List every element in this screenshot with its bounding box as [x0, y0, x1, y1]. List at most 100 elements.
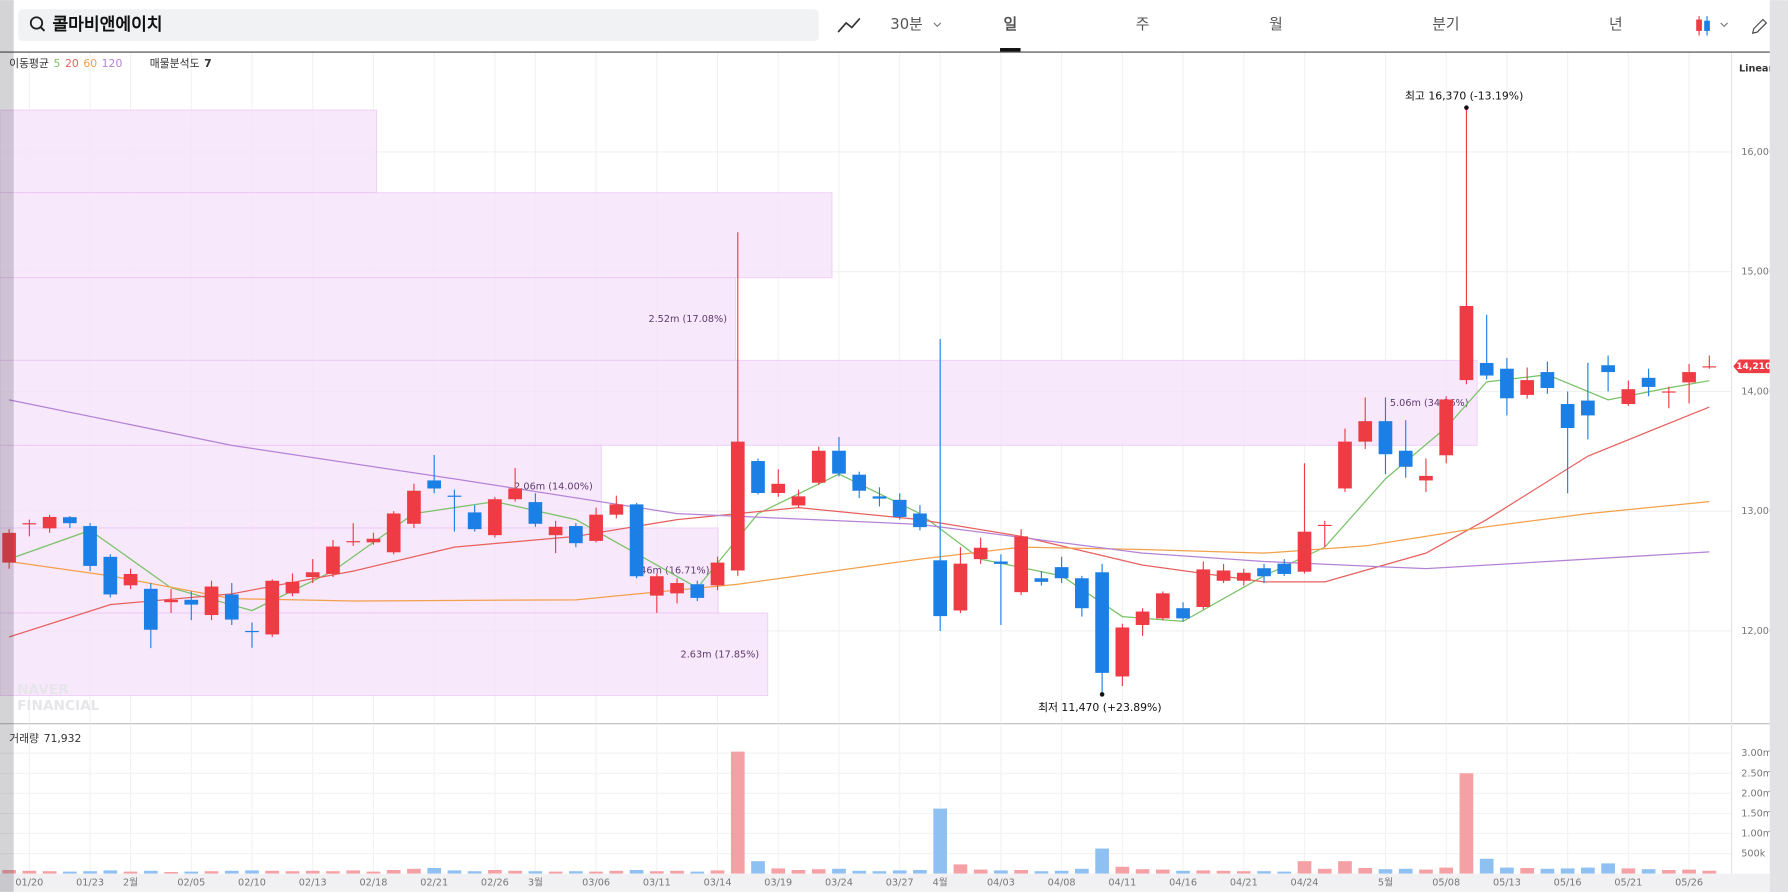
- candle-body: [791, 496, 806, 506]
- volume-bar: [123, 871, 138, 874]
- volume-bar: [670, 870, 684, 874]
- volume-bar: [1540, 868, 1555, 874]
- volume-profile-label: 2.52m (17.08%): [648, 314, 727, 325]
- y-tick-label: 2.50m: [1741, 768, 1772, 779]
- volume-bar: [467, 871, 482, 874]
- volume-bar: [791, 870, 806, 874]
- volume-bar: [427, 867, 442, 874]
- candle-body: [528, 502, 543, 524]
- volume-bar: [730, 751, 745, 874]
- volume-profile-bar: [0, 359, 1478, 446]
- watermark: FINANCIAL: [17, 698, 100, 714]
- legend-label: 이동평균: [9, 57, 49, 70]
- candle-body: [994, 561, 1008, 564]
- period-tabs: 일 주 월 분기 년: [1000, 16, 1623, 52]
- candle-body: [164, 599, 178, 603]
- candle-body: [83, 526, 97, 566]
- volume-bar: [2, 870, 16, 874]
- volume-bar: [488, 870, 502, 874]
- candle-body: [22, 523, 37, 525]
- volume-bar: [184, 871, 199, 874]
- volume-profile-bar: [0, 612, 769, 697]
- x-tick-label: 05/08: [1432, 878, 1460, 889]
- volume-bar: [629, 870, 644, 874]
- volume-bar: [710, 870, 725, 874]
- period-tab[interactable]: 월: [1269, 16, 1283, 33]
- candle-body: [42, 516, 57, 529]
- x-tick-label: 05/16: [1554, 878, 1582, 889]
- min-label: 최저 11,470 (+23.89%): [1038, 701, 1162, 714]
- search-icon[interactable]: [29, 16, 44, 30]
- volume-profile-label: 2.63m (17.85%): [681, 649, 760, 660]
- volume-bar: [42, 871, 57, 874]
- left-frame: [0, 0, 14, 892]
- volume-bar: [1236, 871, 1251, 874]
- x-tick-label: 04/03: [987, 878, 1015, 889]
- candle-body: [1398, 450, 1413, 467]
- dropdown-icon[interactable]: [933, 22, 942, 28]
- interval-select[interactable]: 30분: [890, 16, 922, 33]
- volume-bar: [1297, 861, 1312, 874]
- volume-bar: [1176, 870, 1190, 874]
- candle-body: [1236, 572, 1251, 581]
- candle-body: [1479, 362, 1494, 376]
- volume-bar: [1155, 869, 1170, 874]
- x-tick-label: 2월: [123, 877, 138, 889]
- volume-bar: [508, 870, 522, 874]
- search-query[interactable]: 콜마비앤에이치: [52, 15, 162, 35]
- search-box[interactable]: [18, 9, 819, 42]
- x-tick-label: 04/24: [1291, 878, 1319, 889]
- indicator-icon[interactable]: [837, 17, 861, 33]
- max-marker: [1464, 105, 1469, 110]
- candle-body: [609, 504, 624, 515]
- candle-body: [305, 572, 320, 578]
- volume-bar: [892, 870, 907, 874]
- volume-bar: [832, 868, 846, 874]
- x-tick-label: 04/16: [1169, 878, 1197, 889]
- current-price-tag: [1733, 359, 1770, 374]
- draw-icon[interactable]: [1751, 18, 1768, 34]
- x-tick-label: 02/26: [481, 878, 509, 889]
- volume-bar: [1135, 869, 1150, 874]
- x-tick-label: 03/24: [825, 878, 853, 889]
- volume-bar: [386, 870, 401, 874]
- period-tab[interactable]: 주: [1136, 16, 1150, 33]
- candle-body: [224, 594, 239, 620]
- volume-bar: [811, 869, 826, 874]
- candle-body: [629, 504, 644, 577]
- period-tab[interactable]: 일: [1003, 16, 1017, 33]
- candle-body: [892, 499, 907, 517]
- volume-bar: [994, 870, 1008, 874]
- x-tick-label: 05/21: [1614, 878, 1642, 889]
- volume-profile-bar: [0, 277, 737, 361]
- candle-body: [447, 495, 462, 497]
- candle-body: [1054, 567, 1069, 579]
- period-tab[interactable]: 년: [1609, 16, 1623, 33]
- volume-bar: [326, 871, 340, 874]
- y-tick-label: 15,000: [1741, 267, 1775, 278]
- y-tick-label: 14,000: [1741, 386, 1775, 397]
- candle-body: [184, 599, 199, 605]
- search-icon[interactable]: [39, 26, 46, 32]
- volume-profile-label: 2.46m (16.71%): [631, 565, 710, 576]
- x-tick-label: 04/11: [1108, 878, 1136, 889]
- volume-bar: [852, 870, 867, 874]
- x-tick-label: 03/19: [764, 878, 792, 889]
- volume-bar: [973, 869, 988, 874]
- x-tick-label: 3월: [528, 877, 543, 889]
- volume-profile-bar: [0, 109, 378, 194]
- candle-body: [1621, 389, 1636, 405]
- candle-body: [366, 538, 381, 543]
- volume-bar: [285, 871, 300, 874]
- volume-bar: [953, 864, 968, 874]
- chart-type-icon[interactable]: [1696, 16, 1728, 36]
- volume-bar: [1095, 848, 1109, 874]
- volume-bar: [83, 871, 97, 874]
- volume-bar: [346, 870, 361, 874]
- scale-mode[interactable]: Linear: [1739, 64, 1773, 75]
- y-tick-label: 1.50m: [1741, 808, 1772, 819]
- volume-bar: [1338, 861, 1352, 874]
- x-tick-label: 03/14: [704, 878, 732, 889]
- period-tab[interactable]: 분기: [1432, 16, 1459, 33]
- candle-body: [1520, 380, 1534, 395]
